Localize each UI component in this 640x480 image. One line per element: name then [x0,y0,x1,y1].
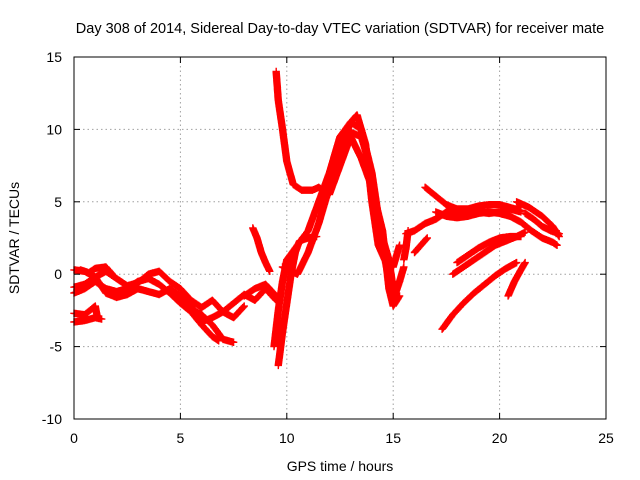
data-marker-path [432,208,561,249]
series-track-8 [240,280,280,300]
x-tick-label: 20 [492,430,508,446]
data-marker-path [249,224,274,276]
x-tick-label: 10 [279,430,295,446]
series-track-20 [512,198,563,241]
series-track-7 [176,292,238,346]
y-tick-label: -10 [42,411,62,427]
y-tick-label: 10 [46,121,62,137]
series-track-15 [249,224,274,276]
data-marker-path [421,183,525,215]
data-marker-path [512,198,563,241]
series-track-14 [325,132,404,310]
plot-frame [73,56,607,420]
x-axis-label: GPS time / hours [287,458,394,474]
y-axis-label: SDTVAR / TECUs [6,182,22,294]
chart-title: Day 308 of 2014, Sidereal Day-to-day VTE… [76,21,604,37]
series-track-24 [504,258,529,300]
series-track-25 [410,234,431,257]
data-marker-path [176,292,238,346]
data-marker-path [410,234,431,257]
data-marker-path [76,263,117,278]
y-tick-label: 15 [46,49,62,65]
x-tick-label: 5 [177,430,185,446]
series-track-26 [400,227,412,264]
series-track-6 [76,263,117,278]
data-marker-path [325,132,404,310]
series-track-17 [421,183,525,215]
data-marker-path [272,67,329,196]
y-tick-label: -5 [50,339,63,355]
data-marker-path [400,227,412,264]
axis-ticks: 0 5 10 15 20 25 -10 -5 0 5 10 15 [42,49,614,446]
x-tick-label: 0 [70,430,78,446]
data-markers [70,67,563,370]
y-tick-label: 5 [54,194,62,210]
y-tick-label: 0 [54,266,62,282]
data-marker-path [504,258,529,300]
data-marker-path [240,280,280,300]
x-tick-label: 25 [598,430,614,446]
data-marker-path [438,258,521,333]
data-marker-path [449,228,529,278]
series-track-18 [432,208,561,249]
series-track-22 [449,228,529,278]
series-track-23 [438,258,521,333]
series-track-9 [272,67,329,196]
x-tick-label: 15 [385,430,401,446]
